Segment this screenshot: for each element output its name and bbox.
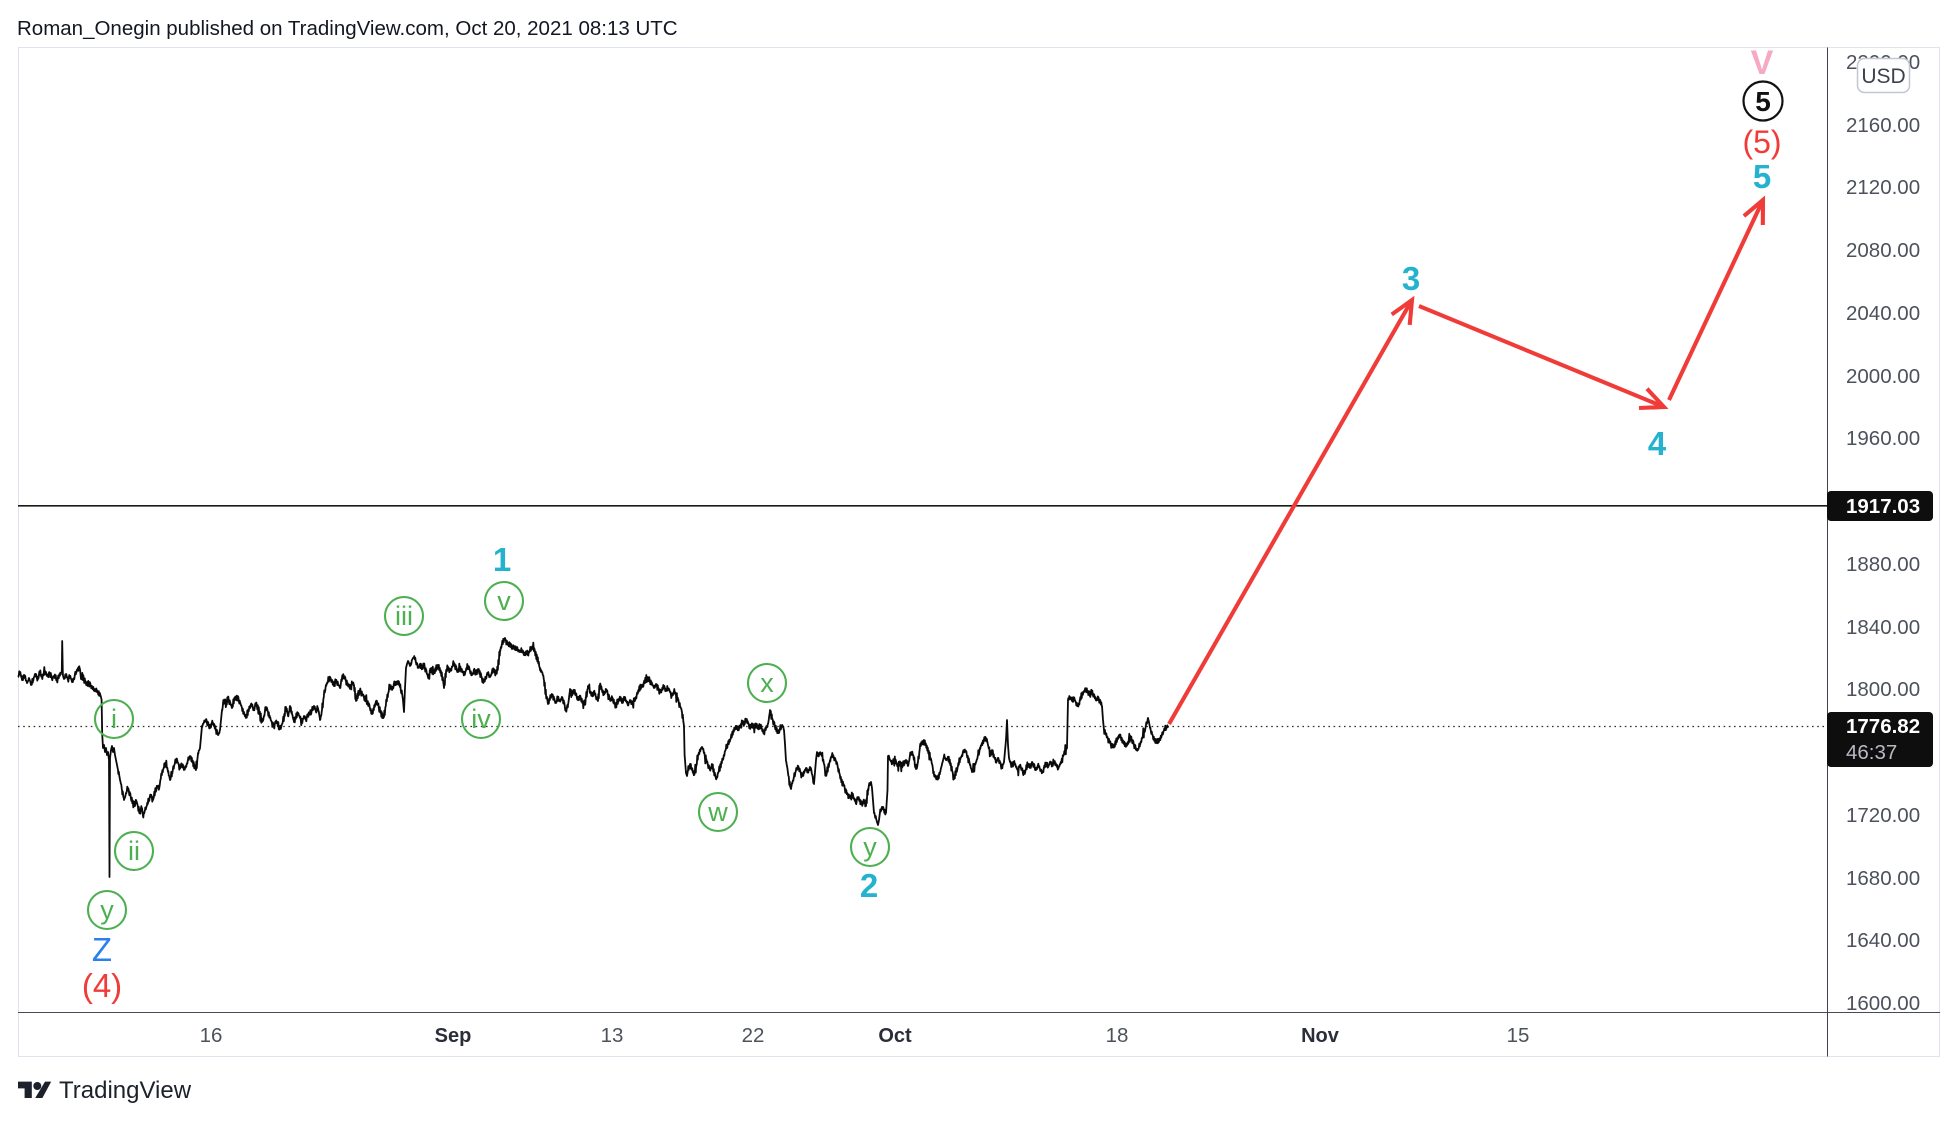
svg-text:v: v xyxy=(497,586,511,616)
svg-text:y: y xyxy=(863,832,877,862)
svg-text:1800.00: 1800.00 xyxy=(1846,678,1920,701)
svg-text:46:37: 46:37 xyxy=(1846,741,1897,764)
svg-text:(5): (5) xyxy=(1742,124,1781,160)
svg-text:2120.00: 2120.00 xyxy=(1846,176,1920,199)
svg-text:ii: ii xyxy=(128,836,140,866)
svg-text:3: 3 xyxy=(1402,260,1420,297)
svg-text:1680.00: 1680.00 xyxy=(1846,867,1920,890)
svg-text:iii: iii xyxy=(395,601,413,631)
svg-text:13: 13 xyxy=(601,1024,624,1047)
svg-text:w: w xyxy=(707,797,728,827)
svg-text:2040.00: 2040.00 xyxy=(1846,302,1920,325)
svg-text:5: 5 xyxy=(1753,158,1771,195)
svg-text:15: 15 xyxy=(1507,1024,1530,1047)
svg-text:2160.00: 2160.00 xyxy=(1846,114,1920,137)
svg-text:Z: Z xyxy=(92,931,112,968)
svg-text:1960.00: 1960.00 xyxy=(1846,427,1920,450)
svg-text:1880.00: 1880.00 xyxy=(1846,553,1920,576)
svg-text:2080.00: 2080.00 xyxy=(1846,239,1920,262)
svg-text:y: y xyxy=(100,895,114,925)
svg-text:TradingView: TradingView xyxy=(59,1077,192,1104)
svg-text:1640.00: 1640.00 xyxy=(1846,929,1920,952)
svg-text:(4): (4) xyxy=(82,967,122,1004)
svg-text:1720.00: 1720.00 xyxy=(1846,804,1920,827)
svg-text:22: 22 xyxy=(742,1024,765,1047)
svg-text:x: x xyxy=(760,668,774,698)
svg-text:iv: iv xyxy=(471,704,491,734)
svg-text:V: V xyxy=(1751,44,1774,82)
svg-text:1: 1 xyxy=(493,541,511,578)
svg-text:Nov: Nov xyxy=(1301,1025,1340,1047)
svg-text:i: i xyxy=(111,704,117,734)
svg-text:2000.00: 2000.00 xyxy=(1846,365,1920,388)
svg-text:Oct: Oct xyxy=(878,1025,912,1047)
svg-text:1840.00: 1840.00 xyxy=(1846,616,1920,639)
svg-text:1917.03: 1917.03 xyxy=(1846,495,1920,518)
svg-text:2: 2 xyxy=(860,867,878,904)
svg-text:1600.00: 1600.00 xyxy=(1846,992,1920,1015)
svg-text:4: 4 xyxy=(1648,425,1667,462)
svg-text:USD: USD xyxy=(1861,65,1905,88)
svg-text:Sep: Sep xyxy=(435,1025,472,1047)
svg-text:16: 16 xyxy=(200,1024,223,1047)
svg-text:5: 5 xyxy=(1755,86,1771,117)
svg-text:18: 18 xyxy=(1106,1024,1129,1047)
svg-text:Roman_Onegin published on Trad: Roman_Onegin published on TradingView.co… xyxy=(17,17,678,40)
svg-text:1776.82: 1776.82 xyxy=(1846,715,1920,738)
